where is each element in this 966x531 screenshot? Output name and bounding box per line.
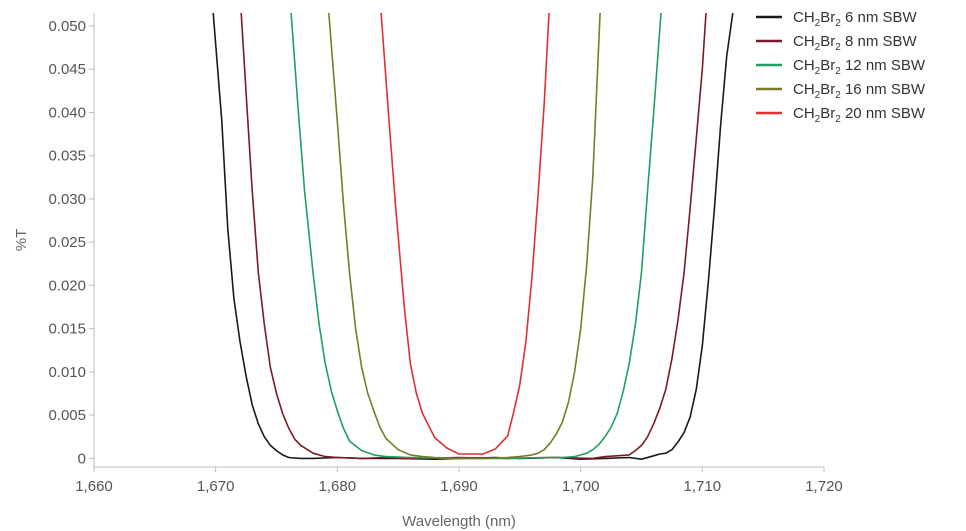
y-tick-label: 0.040 bbox=[48, 104, 86, 121]
x-axis-ticks: 1,660 1,670 1,680 1,690 1,700 1,710 1,720 bbox=[75, 467, 843, 495]
x-tick-label: 1,670 bbox=[197, 478, 235, 495]
y-tick-label: 0.035 bbox=[48, 148, 86, 165]
y-tick-label: 0.010 bbox=[48, 364, 86, 381]
x-tick-label: 1,690 bbox=[440, 478, 478, 495]
x-tick-label: 1,660 bbox=[75, 478, 113, 495]
series-line-3 bbox=[290, 13, 662, 460]
x-tick-label: 1,680 bbox=[319, 478, 357, 495]
y-tick-label: 0.005 bbox=[48, 407, 86, 424]
series-lines bbox=[212, 13, 734, 461]
y-tick-label: 0.025 bbox=[48, 234, 86, 251]
series-line-5 bbox=[380, 13, 550, 455]
series-line-2 bbox=[240, 13, 707, 460]
legend: CH2Br2 6 nm SBW CH2Br2 8 nm SBW CH2Br2 12 … bbox=[756, 9, 926, 125]
legend-label: CH2Br2 6 nm SBW bbox=[793, 9, 917, 29]
y-tick-label: 0.045 bbox=[48, 61, 86, 78]
legend-item: CH2Br2 8 nm SBW bbox=[756, 33, 917, 53]
y-tick-label: 0.050 bbox=[48, 18, 86, 35]
y-tick-label: 0 bbox=[78, 450, 86, 467]
y-axis-ticks: 0 0.005 0.010 0.015 0.020 0.025 0.030 0.035 0.04… bbox=[48, 18, 94, 467]
legend-label: CH2Br2 8 nm SBW bbox=[793, 33, 917, 53]
y-tick-label: 0.020 bbox=[48, 277, 86, 294]
x-axis-title: Wavelength (nm) bbox=[402, 513, 516, 530]
legend-item: CH2Br2 20 nm SBW bbox=[756, 105, 926, 125]
legend-label: CH2Br2 16 nm SBW bbox=[793, 81, 926, 101]
series-line-4 bbox=[328, 13, 601, 460]
series-line-1 bbox=[212, 13, 734, 461]
legend-label: CH2Br2 12 nm SBW bbox=[793, 57, 926, 77]
legend-item: CH2Br2 12 nm SBW bbox=[756, 57, 926, 77]
legend-item: CH2Br2 16 nm SBW bbox=[756, 81, 926, 101]
legend-label: CH2Br2 20 nm SBW bbox=[793, 105, 926, 125]
x-tick-label: 1,720 bbox=[805, 478, 843, 495]
y-axis-title: %T bbox=[13, 229, 30, 252]
x-tick-label: 1,700 bbox=[562, 478, 600, 495]
x-tick-label: 1,710 bbox=[684, 478, 722, 495]
legend-item: CH2Br2 6 nm SBW bbox=[756, 9, 917, 29]
y-tick-label: 0.030 bbox=[48, 191, 86, 208]
y-tick-label: 0.015 bbox=[48, 321, 86, 338]
